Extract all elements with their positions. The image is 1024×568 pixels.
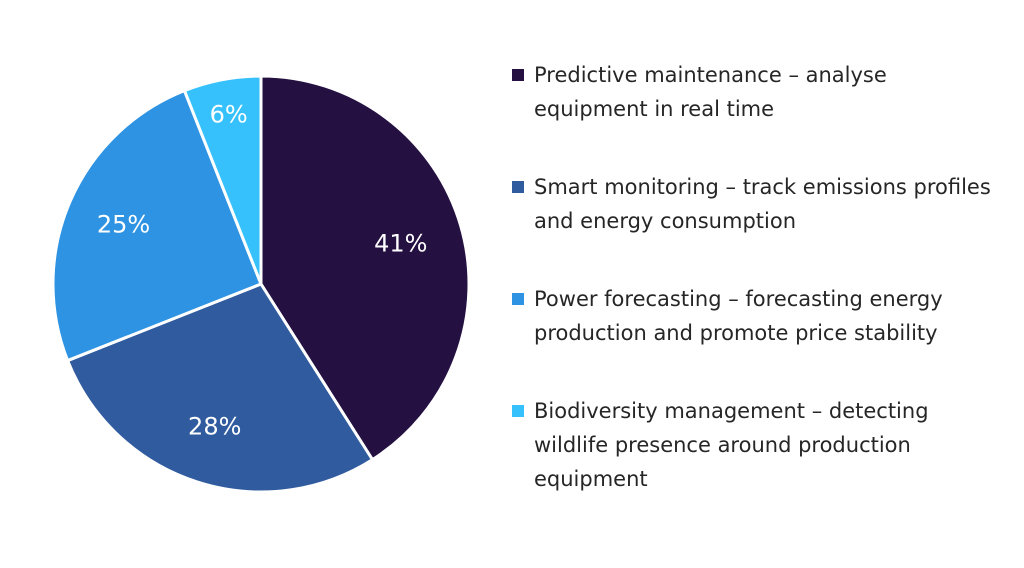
pie-slice xyxy=(51,89,263,363)
legend-item-biodiversity-management: Biodiversity management – detecting wild… xyxy=(512,394,1012,496)
legend-label: Smart monitoring – track emissions profi… xyxy=(534,175,991,233)
legend: Predictive maintenance – analyse equipme… xyxy=(512,58,1012,496)
slice-data-label: 6% xyxy=(210,100,248,128)
legend-swatch xyxy=(512,293,524,305)
legend-item-predictive-maintenance: Predictive maintenance – analyse equipme… xyxy=(512,58,1012,126)
legend-item-smart-monitoring: Smart monitoring – track emissions profi… xyxy=(512,170,1012,238)
legend-label: Predictive maintenance – analyse equipme… xyxy=(534,63,887,121)
legend-label: Power forecasting – forecasting energy p… xyxy=(534,287,943,345)
legend-swatch xyxy=(512,181,524,193)
slice-data-label: 25% xyxy=(97,211,150,239)
pie-slice xyxy=(182,74,263,286)
pie-slice xyxy=(66,282,374,494)
legend-swatch xyxy=(512,69,524,81)
slice-data-label: 28% xyxy=(188,412,241,440)
legend-label: Biodiversity management – detecting wild… xyxy=(534,399,929,491)
legend-swatch xyxy=(512,405,524,417)
legend-item-power-forecasting: Power forecasting – forecasting energy p… xyxy=(512,282,1012,350)
slice-data-label: 41% xyxy=(374,229,427,257)
